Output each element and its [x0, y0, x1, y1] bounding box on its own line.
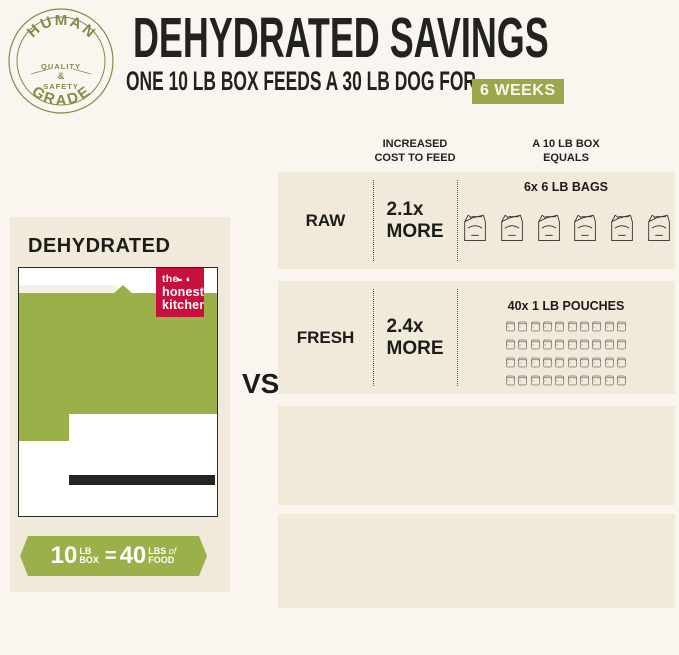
svg-text:U: U	[38, 13, 54, 33]
svg-text:N: N	[79, 21, 98, 41]
svg-text:SAFETY: SAFETY	[43, 82, 79, 91]
svg-text:&: &	[58, 71, 65, 81]
svg-text:M: M	[55, 12, 68, 29]
